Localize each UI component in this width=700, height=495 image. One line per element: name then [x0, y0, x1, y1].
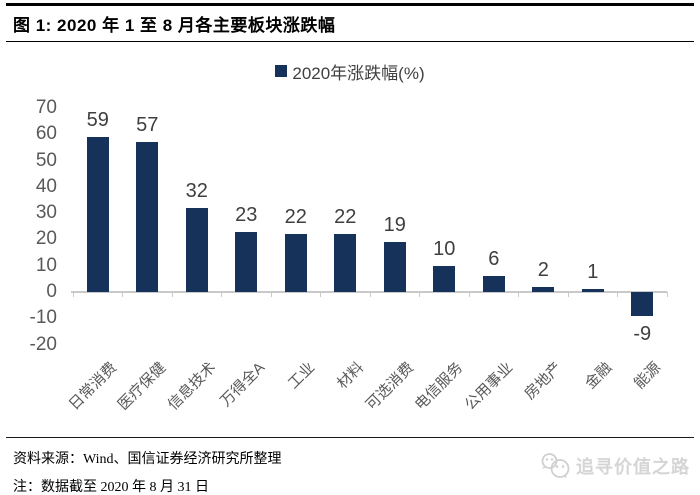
wechat-icon	[541, 453, 570, 479]
legend-swatch	[275, 65, 288, 77]
y-axis-tick-label: 20	[35, 228, 57, 250]
bar	[532, 286, 555, 292]
category-label: 金融	[581, 359, 615, 393]
axis-tick	[171, 292, 173, 297]
category-label: 电信服务	[411, 359, 467, 414]
bar	[185, 207, 208, 292]
figure-title: 图 1: 2020 年 1 至 8 月各主要板块涨跌幅	[13, 16, 336, 35]
y-axis-tick-label: 0	[46, 281, 57, 302]
axis-tick	[221, 292, 222, 297]
bar	[433, 265, 456, 292]
bar-value-label: 22	[284, 206, 307, 229]
y-axis-tick-label: 40	[35, 175, 57, 197]
top-divider	[6, 3, 694, 6]
category-label: 工业	[284, 359, 318, 393]
bar	[334, 234, 357, 292]
axis-tick	[468, 292, 470, 297]
axis-tick	[617, 292, 618, 297]
axis-tick	[320, 292, 321, 297]
y-axis-tick-label: 60	[35, 123, 57, 145]
bar-value-label: 6	[488, 248, 500, 271]
bar-value-label: -9	[633, 322, 652, 345]
axis-tick	[666, 292, 668, 297]
bar	[581, 289, 604, 292]
y-axis-tick-label: -10	[29, 307, 57, 329]
y-axis-tick-label: 50	[35, 149, 57, 171]
chart-legend: 2020年涨跌幅(%)	[0, 60, 700, 83]
bar	[482, 276, 505, 292]
axis-tick	[369, 292, 371, 297]
category-label: 能源	[631, 359, 665, 393]
source-note: 资料来源：Wind、国信证券经济研究所整理	[13, 452, 282, 467]
bar	[631, 292, 654, 316]
bar	[86, 136, 109, 292]
category-label: 公用事业	[461, 359, 516, 414]
axis-tick	[122, 292, 123, 297]
y-axis-tick-label: 30	[35, 202, 57, 224]
x-axis-line	[71, 291, 667, 293]
bar	[284, 234, 307, 292]
bar-value-label: 23	[235, 203, 258, 226]
bar	[136, 142, 159, 292]
y-axis-tick-label: 70	[35, 97, 57, 118]
bar	[235, 231, 258, 292]
axis-tick	[419, 292, 420, 297]
bar-value-label: 59	[86, 108, 109, 131]
data-cutoff-note: 注：数据截至 2020 年 8 月 31 日	[13, 480, 209, 495]
category-label: 万得全A	[217, 359, 269, 411]
bar-value-label: 32	[185, 179, 208, 202]
bar-value-label: 19	[383, 214, 406, 237]
bar-value-label: 22	[334, 206, 357, 229]
y-axis-tick-label: -20	[29, 333, 57, 355]
axis-tick	[567, 292, 569, 297]
watermark-text: 追寻价值之路	[576, 456, 690, 477]
watermark: 追寻价值之路	[539, 452, 690, 479]
axis-tick	[270, 292, 272, 297]
category-label: 医疗保健	[114, 359, 170, 414]
category-label: 材料	[334, 359, 368, 393]
category-label: 信息技术	[164, 359, 219, 414]
title-divider	[6, 41, 694, 42]
bar	[383, 242, 406, 292]
bar-value-label: 1	[587, 261, 599, 284]
footer-divider	[6, 437, 694, 438]
category-label: 房地产	[521, 359, 566, 403]
y-axis-tick-label: 10	[35, 254, 57, 276]
bar-value-label: 2	[537, 258, 549, 281]
bar-value-label: 57	[136, 114, 159, 137]
axis-tick	[72, 292, 74, 297]
category-label: 日常消费	[65, 359, 120, 414]
bar-value-label: 10	[433, 237, 456, 260]
legend-label: 2020年涨跌幅(%)	[292, 63, 425, 83]
category-label: 可选消费	[362, 359, 417, 414]
axis-tick	[518, 292, 519, 297]
